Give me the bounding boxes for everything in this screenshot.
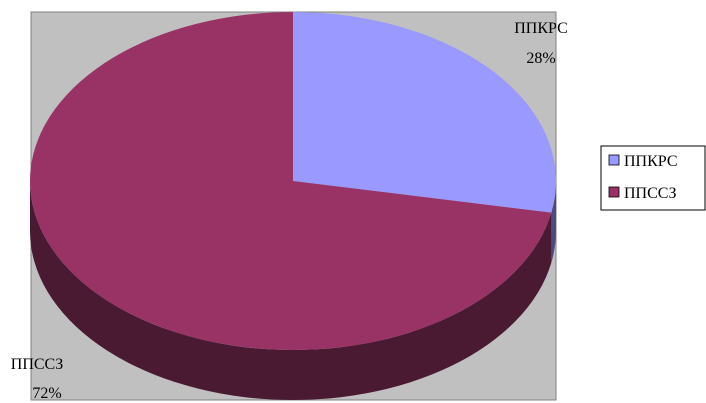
legend-label-ppssz: ППССЗ — [624, 185, 676, 202]
legend-swatch-ppkrs — [608, 154, 620, 166]
slice-1-side — [30, 181, 552, 400]
slice-label-ppssz-category: ППССЗ — [11, 356, 63, 373]
legend-label-ppkrs: ППКРС — [624, 153, 678, 170]
slice-label-ppssz-value: 72% — [32, 385, 61, 402]
slice-0-top — [293, 12, 556, 213]
pie-sides — [30, 181, 556, 400]
slice-label-ppkrs: ППКРС 28% — [514, 20, 568, 67]
slice-label-ppkrs-category: ППКРС — [514, 20, 568, 37]
legend-swatch-ppssz — [608, 186, 620, 198]
slice-label-ppkrs-value: 28% — [526, 50, 555, 67]
pie-tops — [29, 12, 556, 350]
slice-1-top — [29, 12, 552, 350]
legend: ППКРС ППССЗ — [600, 145, 706, 211]
slice-0-side — [551, 181, 556, 263]
slice-label-ppssz: ППССЗ 72% — [11, 356, 63, 402]
